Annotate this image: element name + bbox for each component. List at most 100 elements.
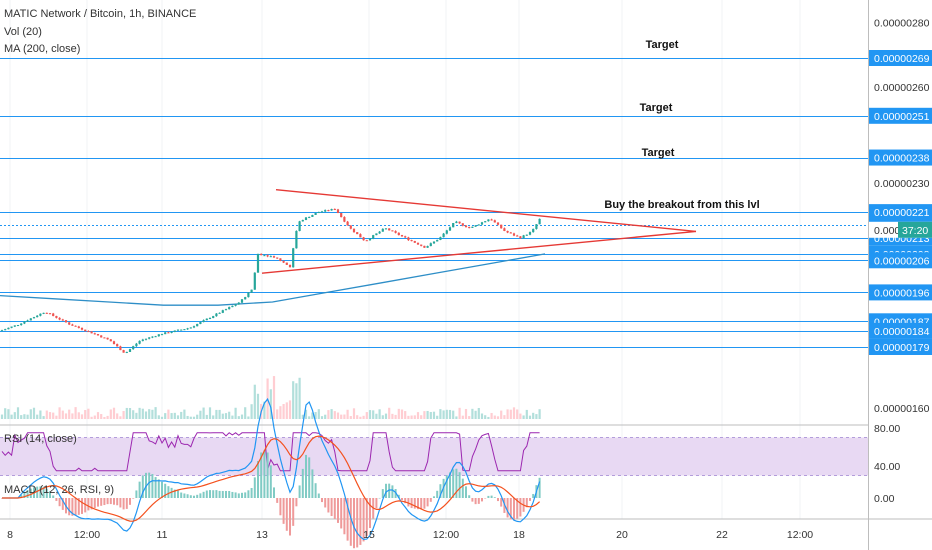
volume-bar [538, 409, 541, 419]
volume-bar [375, 413, 378, 419]
volume-bar [320, 416, 324, 419]
volume-bar [474, 410, 477, 419]
macd-histogram-bar [183, 493, 186, 498]
time-tick-label: 8 [7, 529, 13, 541]
candle-body [407, 237, 410, 241]
candle-body [221, 310, 224, 313]
candle [407, 236, 410, 241]
macd-histogram-bar [481, 498, 483, 502]
candle-body [474, 225, 477, 227]
candle [42, 312, 45, 315]
candle [39, 313, 42, 317]
candle [260, 253, 263, 256]
candle-body [468, 227, 471, 229]
candle-body [327, 210, 330, 212]
candle-body [64, 320, 68, 323]
volume-bar [87, 408, 90, 419]
candle-body [528, 232, 532, 235]
candle [420, 244, 423, 247]
volume-bar [410, 415, 413, 419]
candle [93, 332, 96, 335]
candle-body [52, 313, 55, 316]
price-level-badge [869, 107, 932, 124]
macd-histogram-bar [295, 498, 298, 507]
macd-histogram-bar [138, 481, 141, 498]
level-lines[interactable] [0, 58, 868, 348]
candle-body [55, 315, 58, 318]
volume-bar [388, 407, 391, 419]
volume-bar [372, 410, 375, 419]
macd-histogram-bar [273, 487, 275, 498]
volume-bar [362, 415, 365, 419]
rsi-tick-label: 80.00 [874, 423, 900, 435]
candle [442, 232, 445, 238]
candle-body [292, 248, 295, 268]
time-tick-label: 20 [616, 529, 628, 541]
macd-histogram-bar [289, 498, 291, 536]
candle-body [330, 209, 333, 211]
volume-bar [199, 410, 202, 419]
volume-bar [154, 407, 157, 419]
macd-histogram-bar [116, 498, 119, 506]
candle [266, 254, 269, 258]
candle-body [132, 346, 135, 350]
volume-bar [522, 415, 525, 419]
candle-body [61, 319, 64, 321]
candle-body [77, 326, 80, 328]
volume-bar [426, 410, 429, 419]
volume-bar [263, 401, 266, 419]
candle-body [26, 320, 29, 322]
candle-body [356, 232, 359, 235]
macd-histogram-bar [445, 475, 448, 498]
candle [148, 337, 151, 340]
candle [490, 218, 493, 221]
volume-bar [205, 414, 208, 419]
volume-bar [192, 416, 196, 419]
candle-body [429, 243, 432, 247]
candle [199, 321, 202, 325]
macd-histogram-bar [404, 498, 407, 504]
triangle-pattern[interactable] [261, 188, 697, 274]
candle-body [391, 230, 394, 232]
candle-body [173, 330, 176, 332]
volume-bar [157, 415, 160, 419]
candle [77, 325, 80, 329]
macd-histogram-bar [52, 495, 55, 498]
candle [436, 239, 439, 242]
price-level-badge [869, 322, 932, 339]
candle-body [352, 228, 356, 233]
candle [215, 313, 218, 317]
candle-body [112, 341, 116, 345]
macd-histogram-bar [509, 498, 512, 520]
rsi-tick-label: 40.00 [874, 461, 900, 473]
candle [480, 221, 484, 226]
candle [48, 312, 52, 315]
macd-histogram-bar [36, 486, 39, 498]
volume-bar [311, 412, 314, 419]
macd-histogram-bar [285, 498, 288, 531]
ma200-line [0, 253, 546, 306]
vol-indicator-label: Vol (20) [4, 26, 42, 38]
candle-body [410, 240, 413, 242]
volume-bar [160, 416, 164, 419]
volume-bar [349, 416, 352, 419]
candle [29, 318, 32, 321]
macd-histogram-bar [125, 498, 128, 509]
volume-bar [407, 415, 410, 419]
candle [250, 289, 253, 293]
candle-body [205, 318, 208, 321]
volume-bar [180, 411, 183, 419]
candle [295, 230, 298, 249]
volume-bar [212, 415, 215, 419]
volume-bar [138, 407, 141, 419]
candle-body [45, 312, 48, 314]
candle-body [461, 223, 464, 226]
candle-body [170, 331, 173, 333]
candle-body [36, 315, 39, 318]
macd-histogram-bar [87, 498, 90, 511]
volume-bar [247, 416, 250, 419]
volume-bar [125, 407, 128, 419]
candle-body [68, 322, 71, 325]
volume-bar [58, 407, 61, 419]
